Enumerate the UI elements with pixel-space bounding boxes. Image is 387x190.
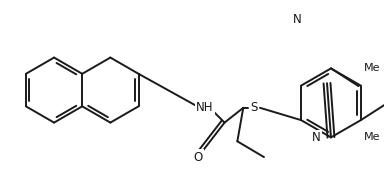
Text: NH: NH [196, 101, 214, 114]
Text: Me: Me [364, 132, 380, 142]
Text: N: N [293, 13, 302, 26]
Text: Me: Me [364, 63, 380, 73]
Text: O: O [194, 151, 202, 164]
Text: S: S [250, 101, 258, 114]
Text: O: O [194, 151, 202, 164]
Text: N: N [312, 131, 320, 144]
